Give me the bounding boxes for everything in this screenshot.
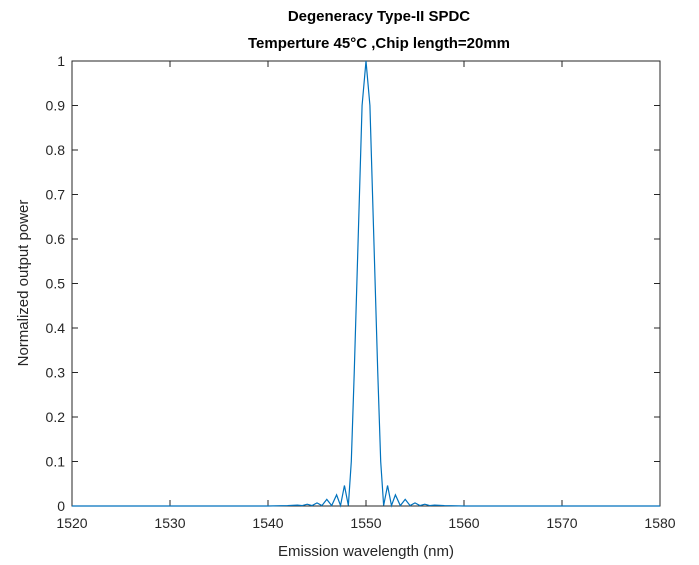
x-tick-label: 1580 [644,515,675,531]
x-tick-label: 1540 [252,515,283,531]
series-line [72,60,660,508]
y-tick-label: 0.5 [46,276,66,292]
y-tick-label: 0.7 [46,187,66,203]
y-tick-label: 0.9 [46,98,66,114]
y-tick-label: 0.4 [46,320,66,336]
y-tick-label: 0.8 [46,142,66,158]
y-tick-label: 0.6 [46,231,66,247]
x-axis: 1520 1530 1540 1550 1560 1570 1580 [56,61,676,531]
y-axis: 0 0.1 0.2 0.3 0.4 0.5 0.6 0.7 0.8 0.9 1 [46,53,660,514]
y-tick-label: 0.2 [46,409,66,425]
chart-title: Degeneracy Type-II SPDC [288,8,470,25]
plot-area [71,60,661,507]
x-tick-label: 1530 [154,515,185,531]
chart-subtitle: Temperture 45°C ,Chip length=20mm [248,35,510,52]
x-tick-label: 1520 [56,515,87,531]
y-tick-label: 1 [57,53,65,69]
y-axis-label: Normalized output power [15,200,32,367]
x-tick-label: 1550 [350,515,381,531]
x-tick-label: 1560 [448,515,479,531]
x-axis-label: Emission wavelength (nm) [278,543,454,560]
x-tick-label: 1570 [546,515,577,531]
y-tick-label: 0 [57,498,65,514]
y-tick-label: 0.1 [46,454,66,470]
y-tick-label: 0.3 [46,365,66,381]
